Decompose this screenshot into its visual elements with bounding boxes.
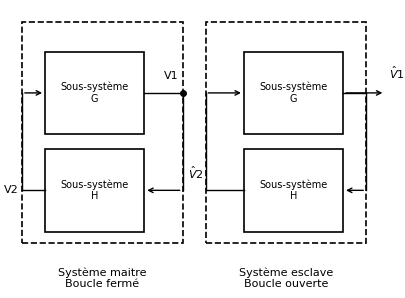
Text: Sous-système
H: Sous-système H xyxy=(60,179,128,201)
Text: V2: V2 xyxy=(3,185,18,195)
Text: Sous-système
H: Sous-système H xyxy=(259,179,327,201)
Text: V1: V1 xyxy=(164,71,178,81)
FancyBboxPatch shape xyxy=(45,52,144,134)
Text: Sous-système
G: Sous-système G xyxy=(60,82,128,104)
FancyBboxPatch shape xyxy=(243,52,342,134)
Text: Système esclave
Boucle ouverte: Système esclave Boucle ouverte xyxy=(238,267,332,289)
FancyBboxPatch shape xyxy=(45,149,144,232)
FancyBboxPatch shape xyxy=(243,149,342,232)
Text: $\hat{V}1$: $\hat{V}1$ xyxy=(388,65,404,81)
Text: $\hat{V}$2: $\hat{V}$2 xyxy=(188,165,203,181)
Text: Sous-système
G: Sous-système G xyxy=(259,82,327,104)
Text: Système maitre
Boucle fermé: Système maitre Boucle fermé xyxy=(58,267,146,289)
